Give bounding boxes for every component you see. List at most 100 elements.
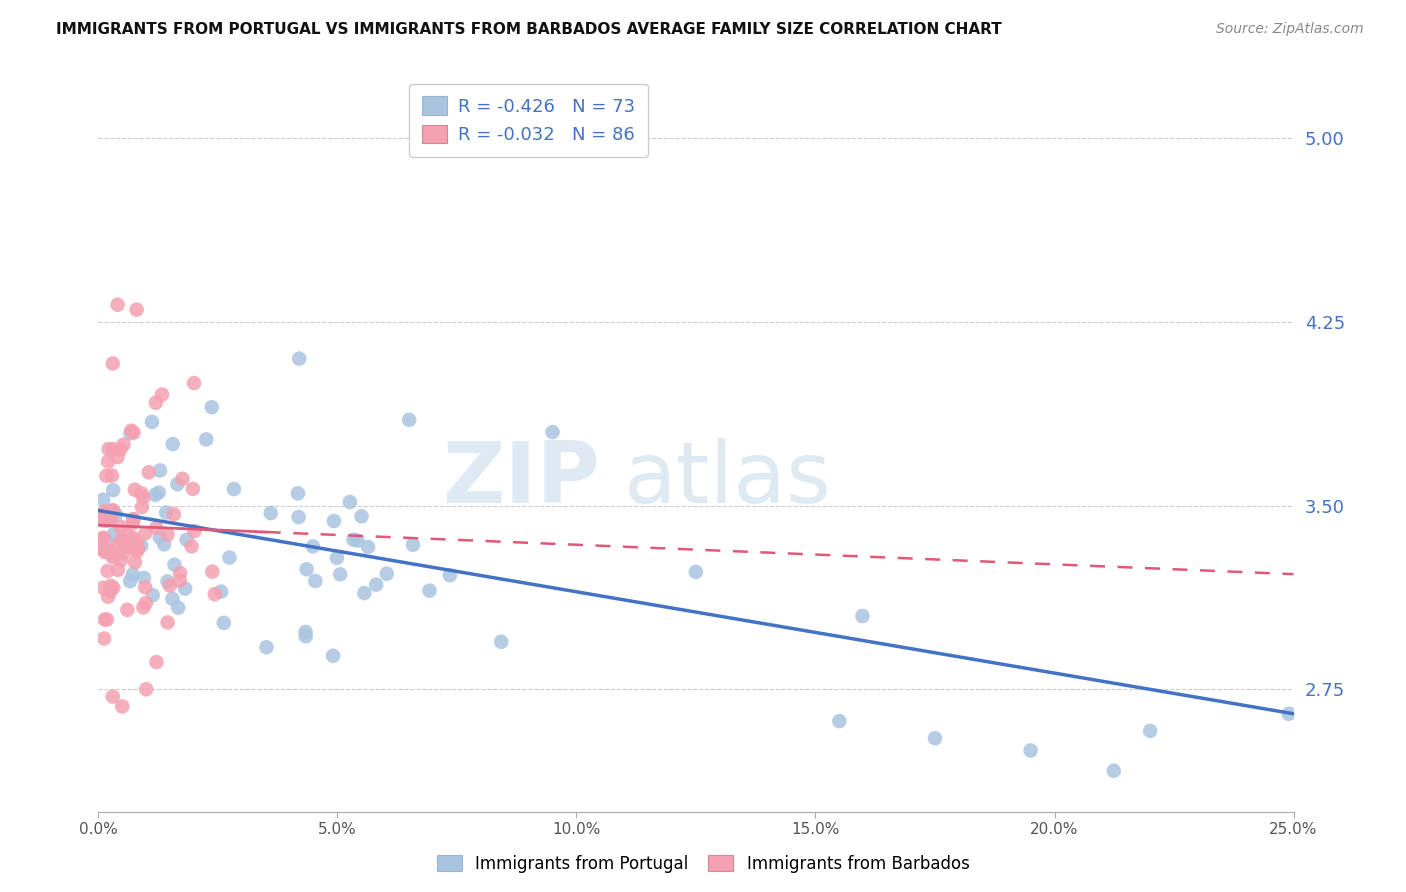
- Point: [125, 534, 148, 549]
- Point: [162, 591, 184, 606]
- Point: [101, 483, 124, 497]
- Point: [122, 512, 145, 526]
- Point: [122, 512, 145, 526]
- Point: [1102, 764, 1125, 778]
- Point: [97, 564, 120, 578]
- Point: [342, 533, 364, 547]
- Point: [101, 549, 124, 563]
- Point: [127, 541, 149, 556]
- Point: [181, 482, 204, 496]
- Point: [93, 513, 115, 527]
- Point: [97, 535, 120, 549]
- Point: [131, 500, 153, 514]
- Point: [156, 527, 179, 541]
- Point: [375, 566, 398, 581]
- Point: [135, 682, 157, 697]
- Point: [288, 351, 311, 366]
- Point: [1278, 706, 1301, 721]
- Point: [103, 527, 125, 541]
- Point: [138, 465, 160, 479]
- Point: [163, 558, 186, 572]
- Point: [353, 586, 375, 600]
- Point: [172, 472, 194, 486]
- Point: [143, 488, 166, 502]
- Point: [159, 578, 181, 592]
- Point: [204, 587, 226, 601]
- Text: atlas: atlas: [624, 438, 832, 521]
- Point: [212, 615, 235, 630]
- Point: [101, 690, 124, 704]
- Point: [169, 566, 191, 580]
- Point: [294, 629, 316, 643]
- Point: [97, 505, 120, 519]
- Point: [439, 568, 461, 582]
- Point: [145, 655, 167, 669]
- Point: [91, 581, 114, 595]
- Point: [218, 550, 240, 565]
- Point: [120, 424, 142, 438]
- Point: [91, 531, 114, 545]
- Point: [101, 357, 124, 371]
- Point: [110, 533, 132, 547]
- Point: [350, 509, 373, 524]
- Point: [491, 634, 513, 648]
- Point: [91, 511, 114, 525]
- Point: [155, 506, 177, 520]
- Point: [110, 520, 132, 534]
- Point: [145, 521, 167, 535]
- Point: [176, 533, 198, 547]
- Point: [96, 613, 118, 627]
- Point: [117, 603, 139, 617]
- Point: [924, 731, 946, 746]
- Point: [120, 540, 142, 554]
- Point: [418, 583, 440, 598]
- Point: [828, 714, 851, 728]
- Point: [97, 442, 120, 456]
- Point: [101, 503, 124, 517]
- Point: [112, 539, 135, 553]
- Point: [124, 555, 146, 569]
- Point: [322, 514, 344, 528]
- Point: [322, 648, 344, 663]
- Point: [1019, 743, 1042, 757]
- Point: [105, 539, 128, 553]
- Point: [121, 567, 143, 582]
- Point: [180, 540, 202, 554]
- Point: [132, 571, 155, 585]
- Point: [93, 545, 115, 559]
- Point: [97, 590, 120, 604]
- Point: [97, 454, 120, 468]
- Point: [162, 437, 184, 451]
- Point: [148, 485, 170, 500]
- Point: [339, 495, 361, 509]
- Point: [98, 545, 121, 559]
- Point: [256, 640, 278, 655]
- Point: [91, 541, 114, 555]
- Point: [134, 526, 156, 541]
- Point: [149, 531, 172, 545]
- Point: [100, 584, 122, 599]
- Point: [132, 491, 155, 505]
- Point: [851, 609, 873, 624]
- Point: [96, 469, 118, 483]
- Point: [201, 565, 224, 579]
- Point: [1139, 723, 1161, 738]
- Text: Source: ZipAtlas.com: Source: ZipAtlas.com: [1216, 22, 1364, 37]
- Point: [134, 580, 156, 594]
- Point: [183, 524, 205, 538]
- Point: [222, 482, 245, 496]
- Point: [101, 442, 124, 456]
- Point: [145, 395, 167, 409]
- Point: [121, 541, 143, 555]
- Point: [346, 533, 368, 548]
- Point: [98, 510, 121, 524]
- Legend: Immigrants from Portugal, Immigrants from Barbados: Immigrants from Portugal, Immigrants fro…: [430, 848, 976, 880]
- Point: [103, 581, 125, 595]
- Point: [107, 450, 129, 464]
- Point: [103, 503, 125, 517]
- Point: [94, 613, 117, 627]
- Point: [153, 537, 176, 551]
- Point: [129, 539, 152, 553]
- Point: [125, 302, 148, 317]
- Point: [150, 387, 173, 401]
